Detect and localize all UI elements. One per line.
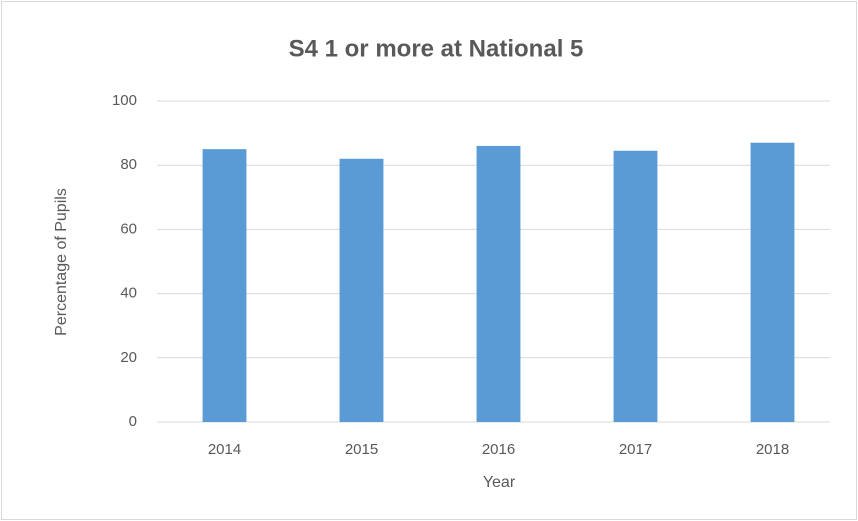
bar xyxy=(339,158,384,422)
x-tick-label: 2018 xyxy=(756,441,789,458)
x-axis-label: Year xyxy=(483,474,516,491)
y-tick-label: 100 xyxy=(112,92,137,109)
y-tick-label: 80 xyxy=(120,156,137,173)
bar xyxy=(613,150,658,422)
bar xyxy=(750,142,795,423)
y-axis-label: Percentage of Pupils xyxy=(53,188,70,336)
bar xyxy=(202,149,247,422)
x-tick-label: 2017 xyxy=(619,441,652,458)
x-tick-label: 2015 xyxy=(345,441,378,458)
y-tick-label: 60 xyxy=(120,220,137,237)
x-tick-label: 2016 xyxy=(482,441,515,458)
y-tick-label: 20 xyxy=(120,349,137,366)
x-tick-label: 2014 xyxy=(208,441,241,458)
chart-title: S4 1 or more at National 5 xyxy=(289,35,584,62)
y-tick-label: 40 xyxy=(120,285,137,302)
bar xyxy=(476,145,521,422)
y-tick-label: 0 xyxy=(129,413,137,430)
